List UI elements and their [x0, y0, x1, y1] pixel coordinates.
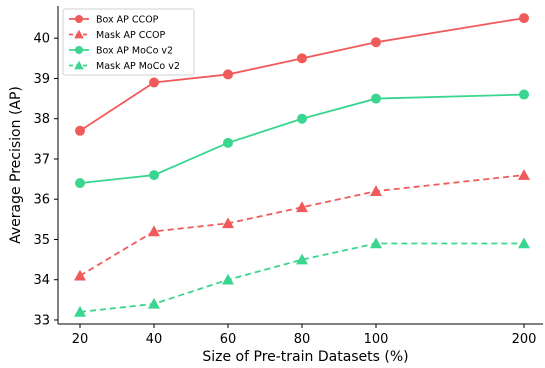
data-point — [370, 185, 382, 196]
data-point — [296, 201, 308, 213]
data-point — [370, 237, 382, 249]
data-point — [223, 137, 233, 148]
legend-item: Box AP MoCo v2 — [69, 46, 173, 57]
series-line — [79, 93, 525, 185]
y-tick-label: 36 — [33, 193, 50, 208]
series-line — [79, 242, 524, 313]
data-point — [371, 93, 381, 104]
x-tick-label: 40 — [146, 332, 163, 347]
data-point — [519, 13, 529, 24]
data-point — [222, 273, 234, 285]
legend-label: Box AP CCOP — [96, 15, 159, 26]
x-tick-label: 100 — [364, 332, 389, 347]
series-line — [79, 174, 525, 277]
x-tick-label: 200 — [512, 332, 537, 347]
tick-labels: 33 34 35 36 37 38 39 40 20 40 60 80 100 200 — [33, 32, 536, 347]
series-mask-ap-ccop — [74, 169, 530, 281]
data-point — [149, 170, 159, 181]
series-line — [79, 17, 525, 132]
y-tick-label: 35 — [33, 233, 50, 248]
legend-marker — [75, 15, 83, 23]
y-tick-label: 37 — [33, 152, 50, 167]
x-tick-label: 20 — [72, 332, 89, 347]
data-point — [222, 217, 234, 229]
legend-item: Mask AP MoCo v2 — [69, 60, 180, 72]
axes — [57, 6, 543, 325]
legend-label: Mask AP CCOP — [96, 30, 165, 41]
data-point — [297, 53, 307, 64]
plot-area — [74, 13, 530, 317]
data-point — [75, 178, 85, 189]
data-point — [149, 77, 159, 88]
legend-item: Box AP CCOP — [69, 15, 159, 26]
x-tick-label: 60 — [220, 332, 237, 347]
legend: Box AP CCOP Mask AP CCOP Box AP MoCo v2 Mas… — [62, 8, 195, 76]
legend-label: Mask AP MoCo v2 — [96, 61, 180, 72]
legend-box — [62, 8, 195, 76]
data-point — [297, 113, 307, 124]
data-point — [75, 125, 85, 136]
data-point — [296, 253, 308, 265]
y-tick-label: 39 — [33, 72, 50, 87]
series-box-ap-ccop — [75, 13, 529, 136]
data-point — [223, 69, 233, 80]
y-tick-label: 33 — [33, 313, 50, 328]
y-tick-label: 40 — [33, 32, 50, 47]
data-point — [148, 225, 160, 237]
data-point — [371, 37, 381, 48]
data-point — [518, 237, 530, 249]
series-box-ap-moco-v2 — [75, 89, 529, 189]
legend-label: Box AP MoCo v2 — [96, 46, 173, 57]
data-point — [518, 169, 530, 180]
data-point — [519, 89, 529, 100]
x-tick-label: 80 — [294, 332, 311, 347]
y-axis-title: Average Precision (AP) — [8, 86, 24, 244]
y-tick-label: 34 — [33, 273, 50, 288]
x-axis-title: Size of Pre-train Datasets (%) — [202, 349, 408, 365]
legend-item: Mask AP CCOP — [69, 29, 165, 41]
data-point — [148, 297, 160, 309]
data-point — [74, 305, 86, 317]
data-point — [74, 269, 86, 281]
series-mask-ap-moco-v2 — [74, 237, 530, 317]
legend-marker — [74, 60, 84, 70]
legend-marker — [74, 29, 84, 39]
y-tick-label: 38 — [33, 112, 50, 127]
legend-marker — [75, 46, 83, 54]
